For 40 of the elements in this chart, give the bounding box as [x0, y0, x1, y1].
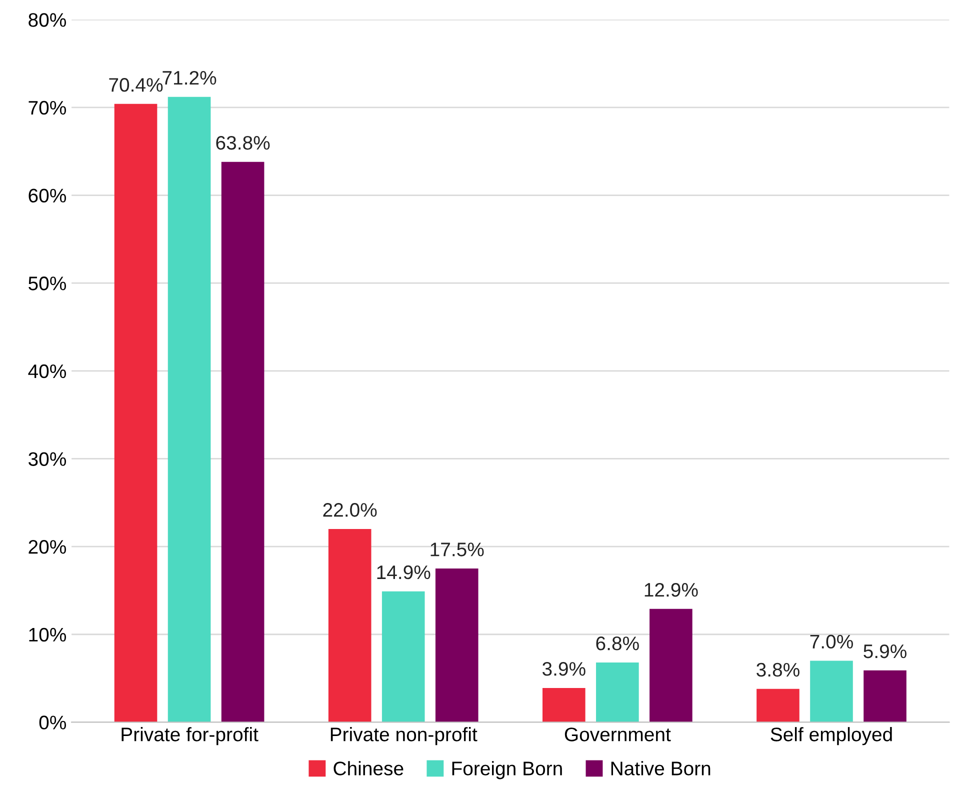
y-tick-label: 10%	[29, 628, 66, 642]
bar	[221, 162, 264, 722]
bar	[435, 568, 478, 722]
data-label: 7.0%	[810, 634, 853, 649]
y-tick-label: 70%	[28, 100, 66, 115]
x-tick-label: Government	[564, 728, 671, 742]
y-tick-label: 80%	[28, 13, 66, 27]
data-label: 6.8%	[596, 636, 639, 650]
x-tick-label: Private for-profit	[122, 727, 258, 746]
data-label: 3.9%	[542, 662, 586, 676]
data-label: 71.2%	[162, 70, 216, 85]
data-label: 14.9%	[377, 565, 430, 580]
legend-label: Foreign Born	[452, 761, 562, 780]
data-label: 17.5%	[430, 542, 484, 556]
data-label: 3.8%	[756, 662, 800, 677]
y-tick-label: 0%	[39, 716, 66, 730]
bar	[328, 528, 372, 722]
y-tick-label: 60%	[28, 188, 66, 203]
bar	[168, 96, 211, 722]
legend-label: Chinese	[334, 761, 404, 776]
data-label: 70.4%	[109, 78, 163, 92]
bar	[864, 670, 906, 722]
y-tick-label: 40%	[28, 364, 66, 378]
bar	[650, 608, 692, 722]
bar	[756, 688, 800, 722]
bar	[596, 662, 639, 722]
y-tick-label: 50%	[28, 276, 66, 290]
bar	[114, 104, 158, 722]
data-label: 5.9%	[864, 644, 906, 658]
x-tick-label: Self employed	[770, 727, 892, 746]
x-tick-label: Private non-profit	[330, 727, 478, 746]
data-label: 63.8%	[216, 136, 270, 150]
bar	[810, 660, 853, 722]
bar	[542, 688, 586, 722]
data-label: 22.0%	[323, 503, 377, 517]
data-label: 12.9%	[644, 582, 698, 597]
y-tick-label: 30%	[28, 452, 66, 466]
bar	[382, 591, 425, 722]
y-tick-label: 20%	[28, 540, 66, 554]
legend-label: Native Born	[611, 761, 710, 776]
